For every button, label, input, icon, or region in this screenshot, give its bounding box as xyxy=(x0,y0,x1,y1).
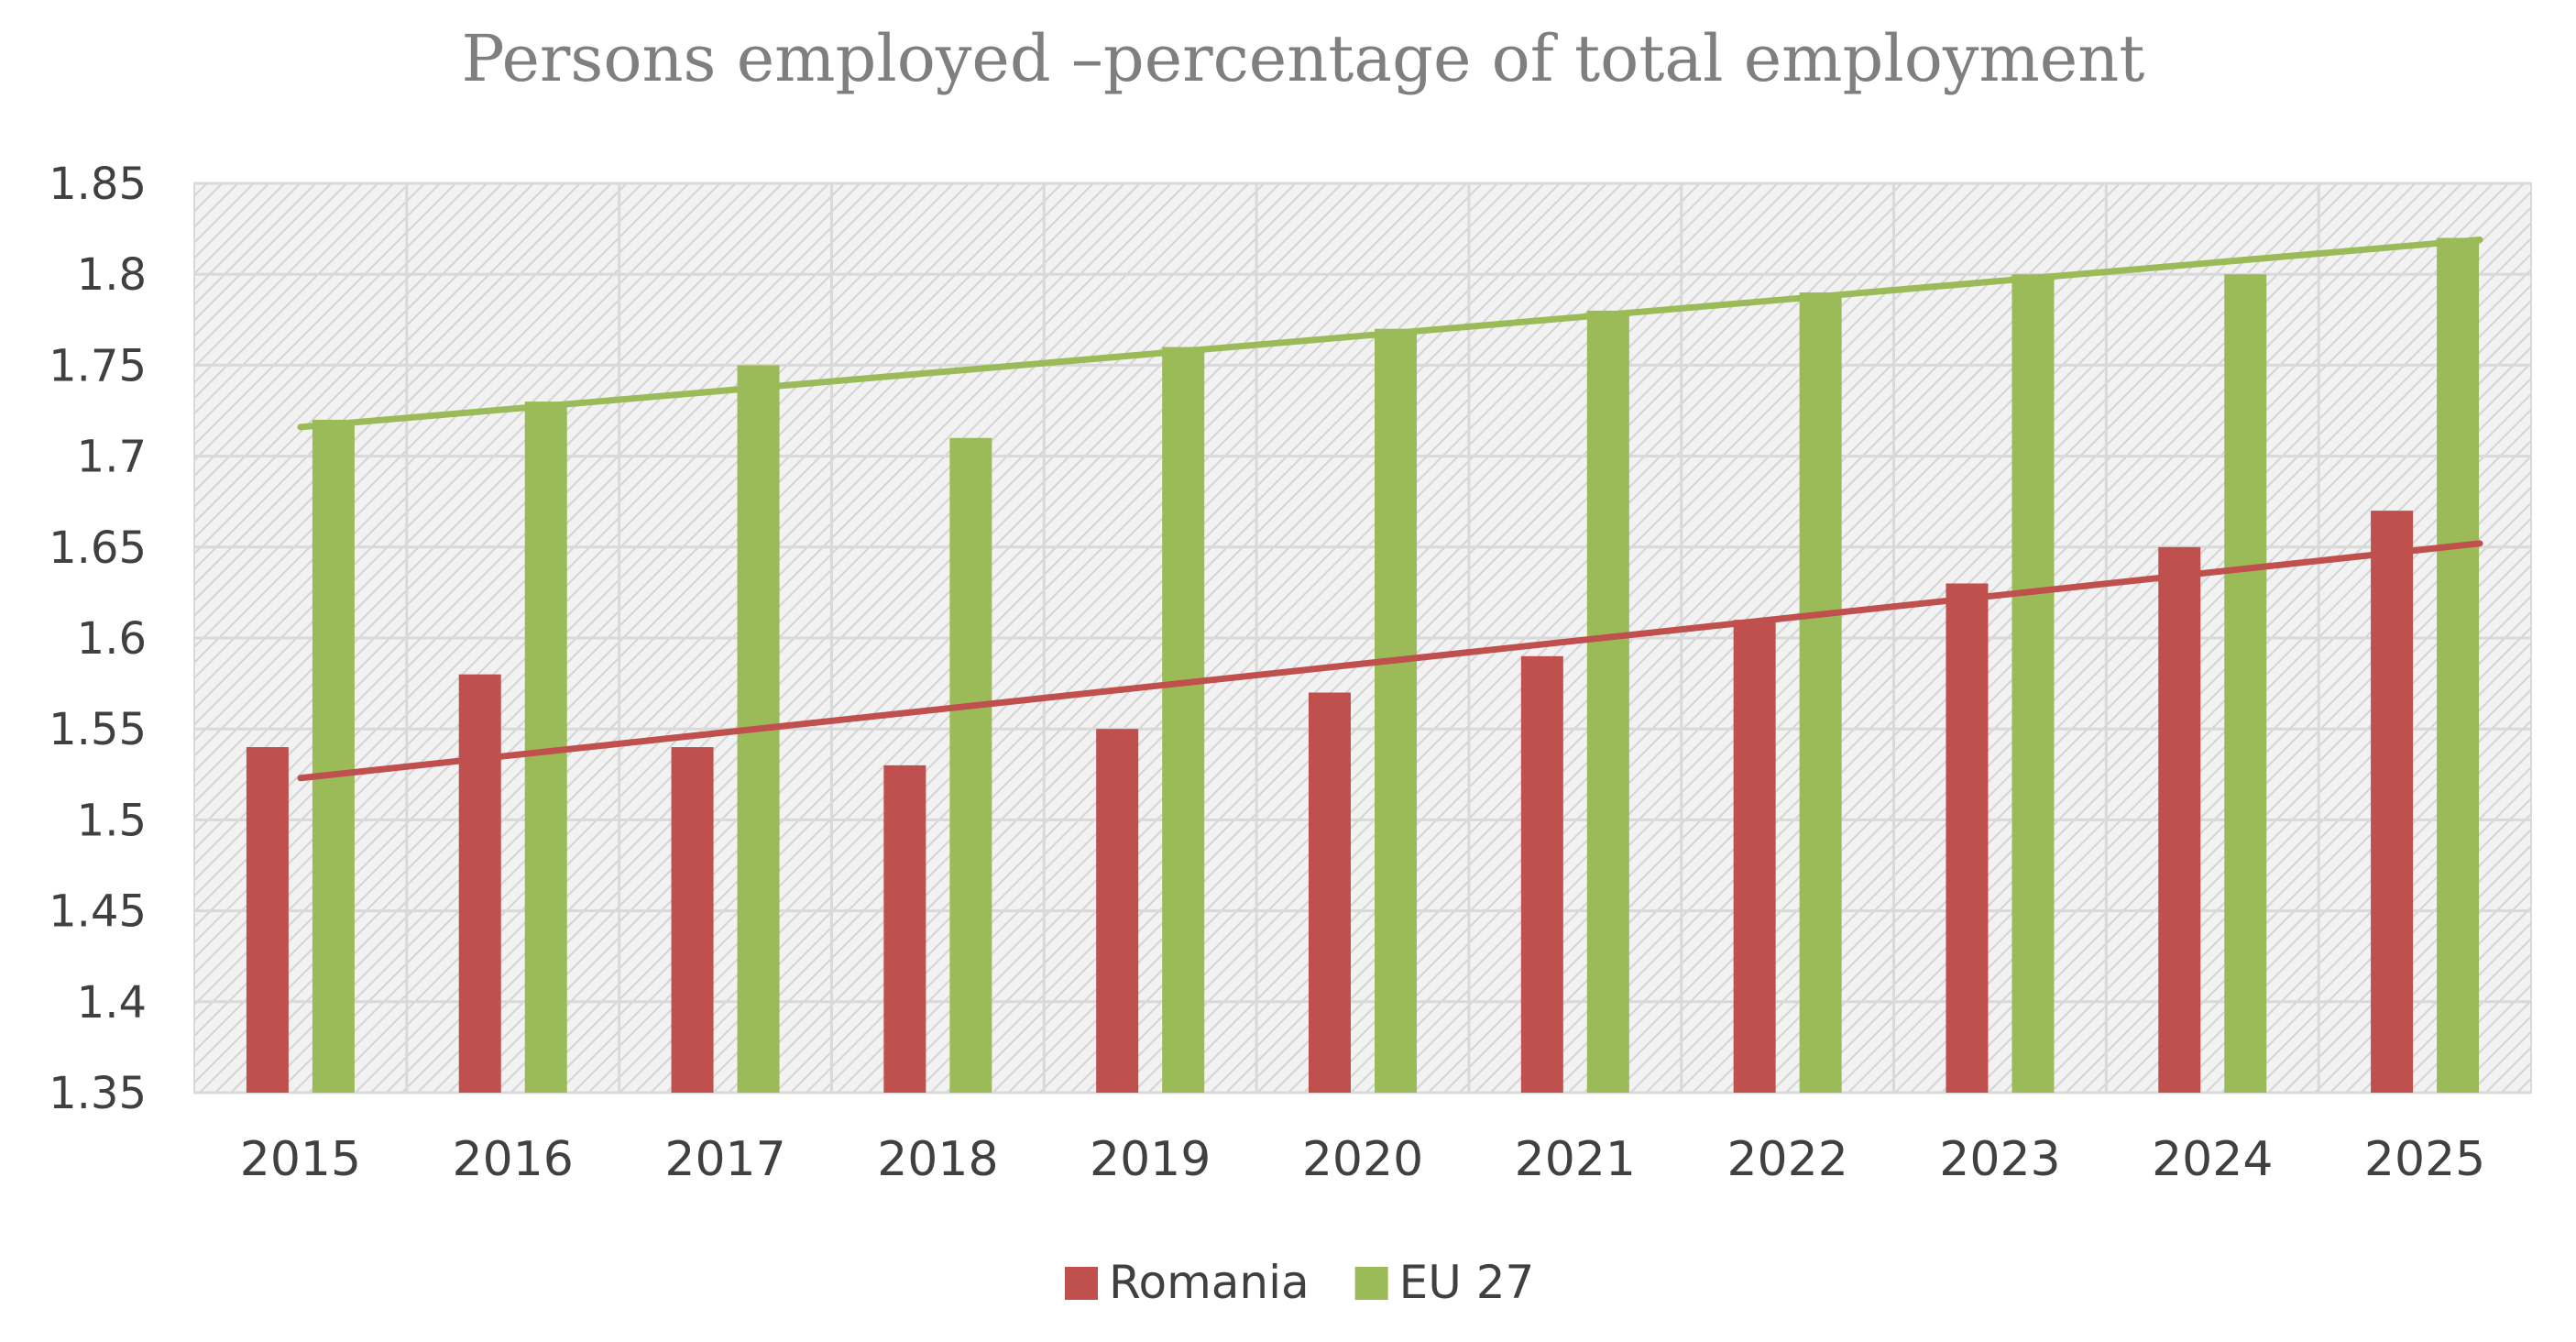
y-tick-label: 1.85 xyxy=(49,159,147,210)
gridlines xyxy=(194,182,2531,1094)
bar-romania-2022 xyxy=(1733,620,1776,1093)
x-tick-label: 2015 xyxy=(240,1132,361,1187)
bar-romania-2023 xyxy=(1946,583,1989,1093)
x-tick-label: 2024 xyxy=(2152,1132,2273,1187)
bar-eu-27-2025 xyxy=(2437,237,2480,1093)
bar-eu-27-2022 xyxy=(1799,292,1842,1093)
bar-eu-27-2024 xyxy=(2224,274,2267,1093)
legend-label-eu-27: EU 27 xyxy=(1399,1256,1535,1309)
chart-title: Persons employed –percentage of total em… xyxy=(462,21,2145,96)
y-tick-label: 1.8 xyxy=(77,249,147,301)
x-tick-label: 2021 xyxy=(1515,1132,1636,1187)
bar-romania-2021 xyxy=(1520,655,1563,1093)
y-tick-label: 1.5 xyxy=(77,795,147,846)
bar-eu-27-2021 xyxy=(1586,310,1629,1093)
bar-eu-27-2023 xyxy=(2011,274,2055,1093)
legend-swatch-romania xyxy=(1065,1267,1098,1300)
y-tick-label: 1.55 xyxy=(49,704,147,755)
y-axis: 1.35 1.4 1.45 1.5 1.55 1.6 1.65 1.7 1.75 1.8 1.85 xyxy=(49,159,147,1119)
x-axis: 2015 2016 2017 2018 2019 2020 2021 2022 2023 2024… xyxy=(240,1132,2486,1187)
x-tick-label: 2025 xyxy=(2364,1132,2485,1187)
legend: Romania EU 27 xyxy=(1065,1256,1534,1309)
bar-eu-27-2020 xyxy=(1375,328,1417,1094)
bar-romania-2019 xyxy=(1096,729,1139,1093)
bar-romania-2015 xyxy=(246,747,289,1093)
legend-swatch-eu-27 xyxy=(1354,1267,1388,1300)
legend-label-romania: Romania xyxy=(1109,1256,1310,1309)
y-tick-label: 1.35 xyxy=(49,1068,147,1119)
bars xyxy=(246,237,2480,1094)
bar-romania-2024 xyxy=(2158,546,2201,1093)
bar-romania-2025 xyxy=(2371,511,2414,1093)
y-tick-label: 1.6 xyxy=(77,613,147,665)
y-tick-label: 1.75 xyxy=(49,340,147,391)
bar-eu-27-2018 xyxy=(949,437,992,1093)
x-tick-label: 2022 xyxy=(1726,1132,1847,1187)
trendline-romania xyxy=(297,540,2483,782)
x-tick-label: 2023 xyxy=(1939,1132,2060,1187)
x-tick-label: 2017 xyxy=(664,1132,785,1187)
y-tick-label: 1.45 xyxy=(49,886,147,938)
x-tick-label: 2018 xyxy=(877,1132,998,1187)
bar-romania-2018 xyxy=(883,764,926,1093)
y-tick-label: 1.4 xyxy=(77,977,147,1028)
trendline-eu-27 xyxy=(297,236,2483,431)
bar-romania-2016 xyxy=(458,674,501,1093)
bar-eu-27-2015 xyxy=(312,419,355,1093)
x-tick-label: 2020 xyxy=(1302,1132,1423,1187)
y-tick-label: 1.7 xyxy=(77,432,147,483)
trendlines xyxy=(297,236,2483,782)
y-tick-label: 1.65 xyxy=(49,522,147,574)
bar-romania-2017 xyxy=(671,747,714,1093)
x-tick-label: 2016 xyxy=(453,1132,574,1187)
bar-eu-27-2019 xyxy=(1162,346,1205,1093)
bar-romania-2020 xyxy=(1309,692,1351,1093)
x-tick-label: 2019 xyxy=(1090,1132,1211,1187)
